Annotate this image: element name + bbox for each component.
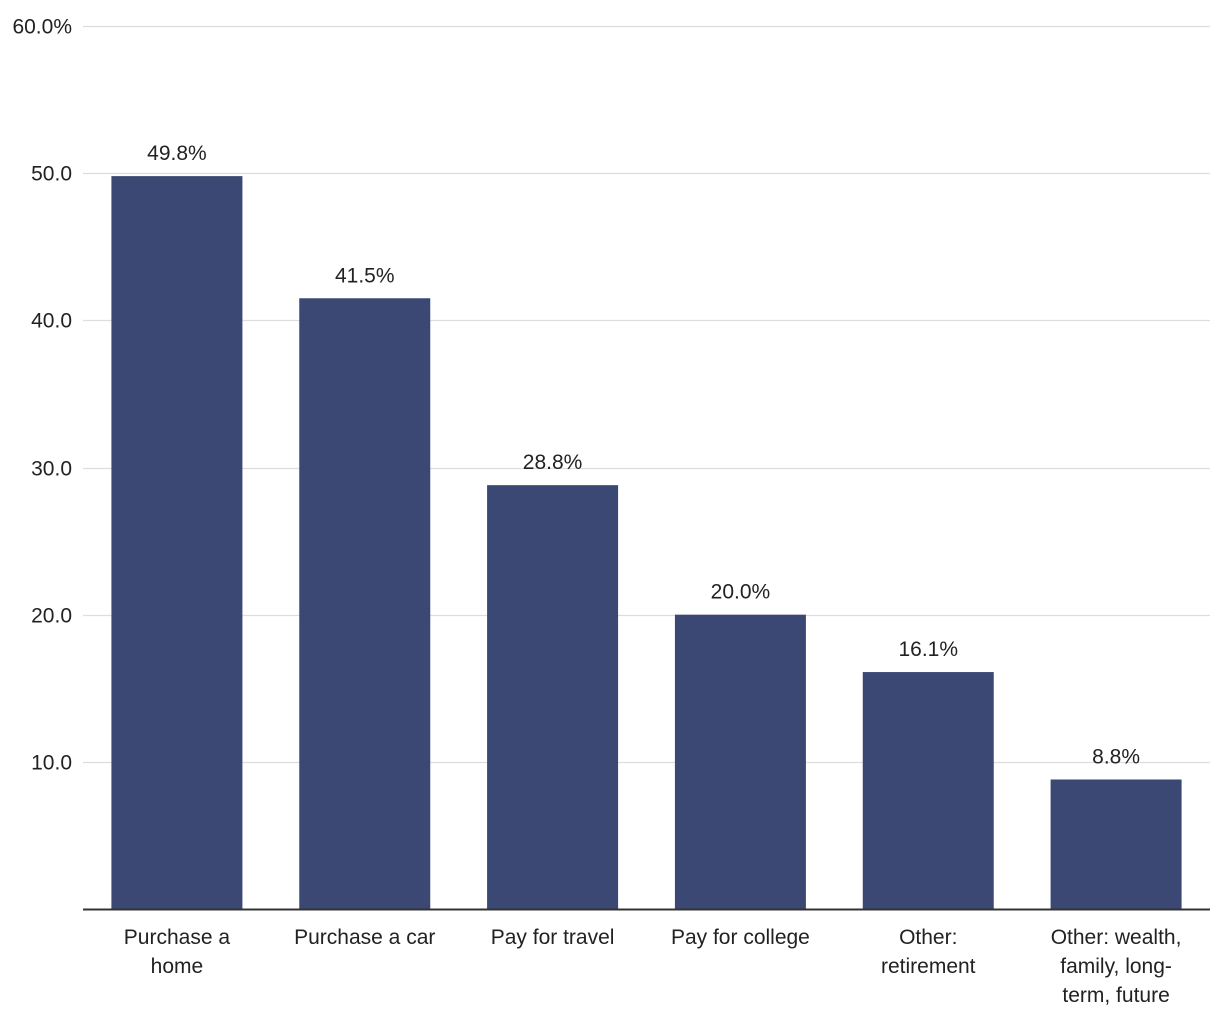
bar [487, 485, 619, 909]
x-category-label: home [151, 955, 204, 978]
x-category-label: Other: [899, 926, 957, 949]
x-category-label: term, future [1062, 984, 1169, 1007]
x-category-label: retirement [881, 955, 976, 978]
bar [862, 672, 994, 909]
bars [111, 176, 1182, 910]
bar-value-label: 16.1% [898, 638, 958, 661]
bar-value-label: 8.8% [1092, 745, 1140, 768]
gridlines [83, 25, 1210, 764]
bar-value-label: 20.0% [711, 581, 771, 604]
x-category-label: Pay for college [671, 926, 810, 949]
bar-value-label: 41.5% [335, 264, 395, 287]
x-category-label: Purchase a car [294, 926, 435, 949]
bar [299, 298, 431, 910]
y-axis-ticks: 10.0 20.0 30.0 40.0 50.0 60.0% [12, 16, 72, 775]
x-axis-categories: Purchase a home Purchase a car Pay for trav… [124, 926, 1182, 1007]
y-tick-label: 40.0 [31, 310, 72, 333]
y-tick-label: 30.0 [31, 458, 72, 481]
value-labels: 49.8% 41.5% 28.8% 20.0% 16.1% 8.8% [147, 142, 1140, 768]
x-category-label: Purchase a [124, 926, 231, 949]
bar-value-label: 49.8% [147, 142, 207, 165]
y-tick-label: 60.0% [12, 16, 72, 39]
y-tick-label: 50.0 [31, 163, 72, 186]
x-category-label: family, long- [1060, 955, 1172, 978]
y-tick-label: 10.0 [31, 752, 72, 775]
bar [111, 176, 243, 910]
x-category-label: Other: wealth, [1051, 926, 1182, 949]
bar [674, 614, 806, 909]
bar-value-label: 28.8% [523, 451, 583, 474]
bar [1050, 779, 1182, 909]
y-tick-label: 20.0 [31, 605, 72, 628]
x-category-label: Pay for travel [491, 926, 615, 949]
